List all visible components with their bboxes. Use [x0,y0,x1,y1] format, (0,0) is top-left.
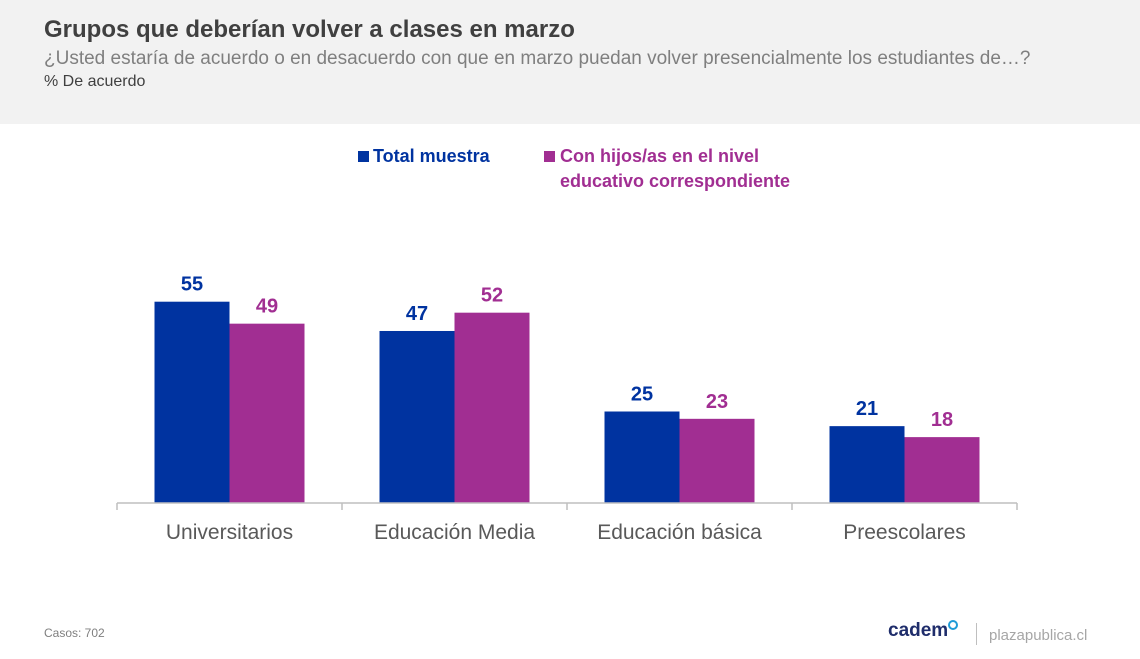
footer-divider [976,623,977,645]
data-label-hijos-2: 23 [706,391,728,413]
bar-hijos-0 [229,323,305,503]
data-label-total-3: 21 [856,398,878,420]
bar-hijos-3 [904,437,980,503]
site-label: plazapublica.cl [989,627,1088,644]
chart-title: Grupos que deberían volver a clases en m… [44,16,575,43]
header-band: Grupos que deberían volver a clases en m… [0,0,1140,124]
bar-total-2 [604,411,680,503]
data-label-hijos-0: 49 [256,296,278,318]
x-tick-label-0: Universitarios [166,521,293,544]
bar-hijos-2 [679,418,755,503]
data-label-hijos-3: 18 [931,409,953,431]
data-label-total-1: 47 [406,303,428,325]
data-label-hijos-1: 52 [481,285,503,307]
bar-total-1 [379,330,455,503]
legend-swatch-total [358,151,369,162]
bar-total-3 [829,426,905,503]
x-tick-label-2: Educación básica [597,521,762,544]
x-tick-label-1: Educación Media [374,521,535,544]
chart-subtitle: ¿Usted estaría de acuerdo o en desacuerd… [44,48,1031,69]
x-tick-label-3: Preescolares [843,521,966,544]
unit-label: % De acuerdo [44,73,146,90]
legend-item-hijos: Con hijos/as en el nivel educativo corre… [544,144,820,194]
legend-item-total: Total muestra [358,144,490,169]
legend-label-hijos: Con hijos/as en el nivel educativo corre… [560,146,791,191]
bar-hijos-1 [454,312,530,503]
bar-total-0 [154,301,230,503]
legend-swatch-hijos [544,151,555,162]
cases-note: Casos: 702 [44,626,105,640]
data-label-total-2: 25 [631,384,653,406]
cadem-logo-dot-icon [948,620,958,630]
cadem-logo: cadem [888,620,949,641]
legend-label-total: Total muestra [373,146,490,166]
data-label-total-0: 55 [181,274,203,296]
